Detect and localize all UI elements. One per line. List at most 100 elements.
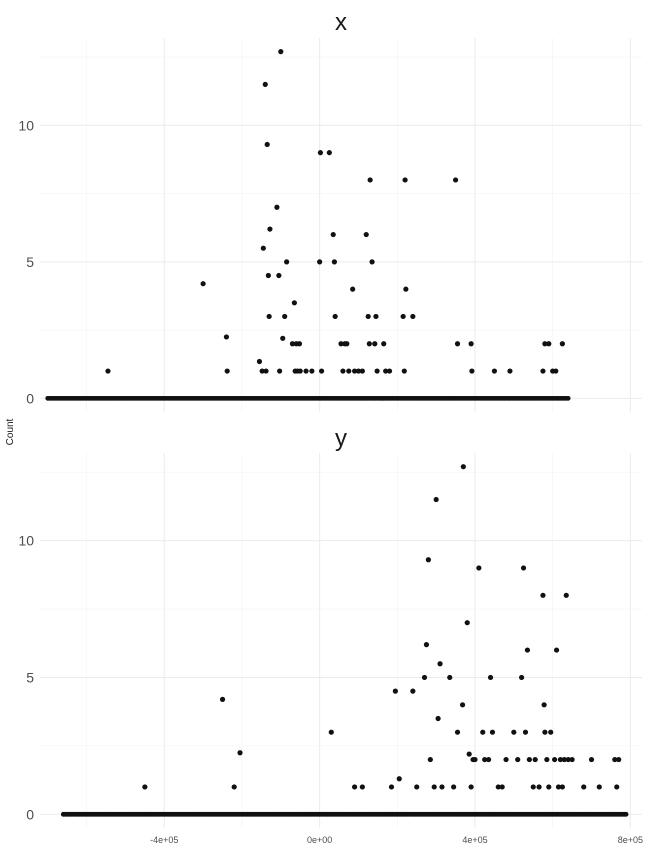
data-point — [548, 729, 554, 735]
data-point — [507, 368, 513, 374]
data-point — [372, 341, 378, 347]
data-point — [328, 729, 334, 735]
data-point — [105, 368, 111, 374]
y-tick-label: 10 — [18, 117, 34, 133]
data-point — [318, 368, 325, 374]
data-point — [532, 756, 538, 763]
panel-x-title: x — [335, 9, 347, 36]
data-point — [495, 784, 501, 790]
data-point — [522, 729, 529, 735]
data-point — [459, 702, 466, 708]
data-point — [469, 368, 475, 374]
data-point — [435, 715, 441, 722]
data-point — [317, 150, 324, 156]
data-point — [262, 81, 268, 88]
data-point — [260, 245, 266, 251]
data-point — [468, 784, 474, 790]
data-point — [524, 647, 531, 653]
data-point — [344, 341, 350, 347]
data-point — [297, 368, 303, 374]
data-point — [569, 756, 575, 763]
data-point — [544, 756, 550, 763]
data-point — [296, 341, 303, 347]
data-point — [373, 313, 379, 320]
data-point — [332, 313, 338, 320]
panel-y: 0 5 10 y — [18, 425, 642, 828]
data-point — [427, 756, 433, 763]
data-point — [491, 368, 498, 374]
panel-y-points — [60, 464, 629, 817]
data-point — [439, 784, 445, 790]
data-point — [480, 729, 486, 735]
panel-y-title: y — [335, 425, 347, 452]
data-point — [511, 729, 517, 735]
data-point — [401, 368, 407, 374]
data-point — [460, 464, 466, 470]
data-point — [303, 368, 309, 374]
data-point — [359, 368, 365, 374]
x-tick-label: 8e+05 — [618, 835, 643, 845]
data-point — [433, 496, 439, 503]
data-point — [553, 647, 560, 653]
data-point — [431, 784, 437, 790]
data-point — [520, 565, 527, 571]
y-tick-label: 0 — [26, 806, 34, 822]
data-point — [421, 674, 428, 681]
data-point — [563, 592, 569, 598]
data-point — [542, 341, 548, 347]
data-point — [472, 756, 478, 763]
data-point — [284, 259, 290, 265]
x-axis-tick-labels: -4e+05 0e+00 4e+05 8e+05 — [150, 835, 643, 845]
data-point — [425, 557, 431, 563]
data-point — [388, 784, 395, 790]
data-point — [536, 784, 542, 790]
data-point — [452, 177, 459, 183]
data-point — [237, 750, 243, 756]
data-point — [540, 592, 546, 598]
data-point — [381, 341, 387, 347]
data-point — [142, 784, 148, 790]
data-point — [454, 729, 461, 735]
panel-x-grid — [40, 38, 642, 412]
data-point — [265, 272, 271, 279]
data-point — [468, 341, 474, 347]
data-point — [338, 341, 344, 347]
data-point — [487, 674, 494, 681]
data-point — [519, 674, 525, 681]
panel-y-grid — [40, 453, 642, 828]
data-point — [386, 368, 393, 374]
data-point — [546, 341, 552, 347]
data-point-zero — [623, 811, 629, 817]
data-point — [274, 204, 280, 210]
data-point — [359, 784, 365, 790]
data-point — [264, 141, 270, 148]
data-point — [503, 756, 509, 763]
data-point — [363, 231, 369, 238]
data-point — [555, 784, 562, 790]
y-tick-label: 10 — [18, 533, 34, 549]
data-point — [596, 784, 602, 790]
data-point — [326, 150, 332, 156]
panel-y-y-tick-labels: 0 5 10 — [18, 533, 34, 823]
data-point — [276, 272, 282, 279]
data-point — [541, 702, 547, 708]
data-point — [526, 756, 532, 763]
data-point — [256, 358, 263, 365]
data-point — [464, 620, 470, 626]
data-point — [392, 688, 398, 694]
data-point — [616, 756, 622, 763]
data-point — [331, 259, 337, 265]
panel-x-points — [45, 49, 571, 401]
data-point — [289, 341, 296, 347]
data-point — [410, 313, 416, 320]
data-point — [540, 368, 546, 374]
y-tick-label: 5 — [26, 254, 34, 270]
data-point — [366, 341, 372, 347]
data-point — [614, 784, 620, 790]
data-point — [612, 756, 618, 763]
data-point — [437, 661, 443, 667]
data-point — [263, 368, 269, 374]
data-point — [231, 784, 237, 790]
data-point — [396, 776, 402, 782]
data-point — [259, 368, 265, 374]
